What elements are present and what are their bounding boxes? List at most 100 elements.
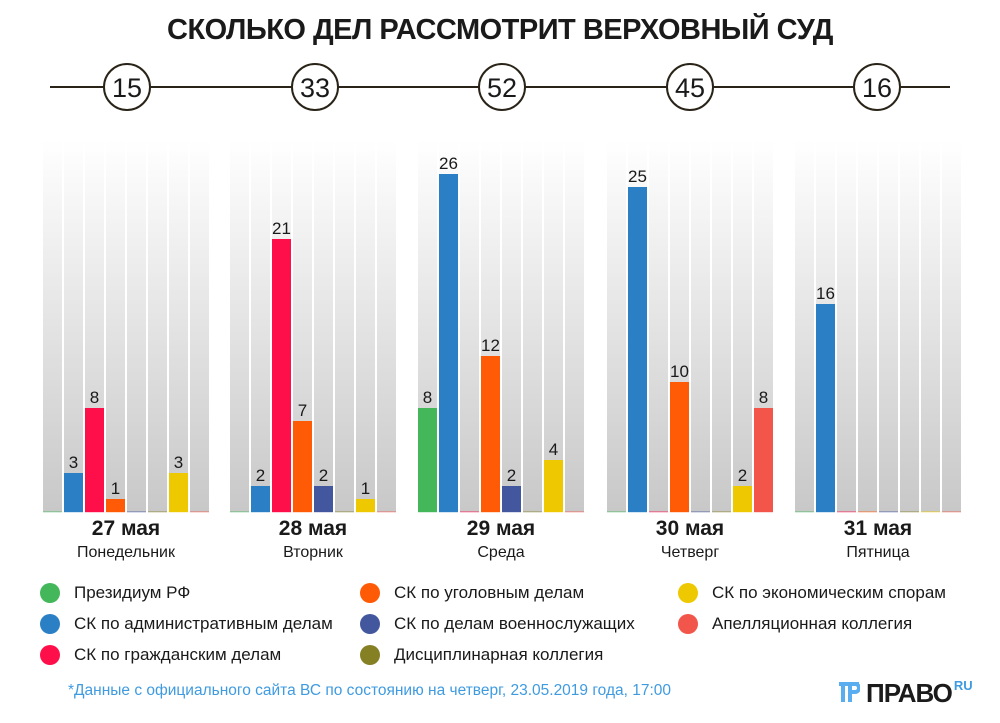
bar xyxy=(439,174,458,512)
day-total-label: 16 xyxy=(862,73,892,103)
legend-label: Апелляционная коллегия xyxy=(712,614,913,633)
bar-baseline xyxy=(148,511,167,513)
day-total-circle xyxy=(103,63,151,111)
bar xyxy=(733,486,752,512)
bar-value-label: 2 xyxy=(738,466,747,485)
legend-swatch-icon xyxy=(40,583,60,603)
legend-label: Дисциплинарная коллегия xyxy=(394,645,604,664)
bar-value-label: 25 xyxy=(628,167,647,186)
logo-icon xyxy=(839,682,860,702)
day-total-circle xyxy=(666,63,714,111)
weekday-label: Понедельник xyxy=(77,544,176,561)
legend-label: СК по гражданским делам xyxy=(74,645,282,664)
weekday-label: Вторник xyxy=(283,544,344,561)
legend-label: Президиум РФ xyxy=(74,583,191,602)
background-column xyxy=(377,140,396,512)
bar-baseline xyxy=(691,511,710,513)
weekday-label: Четверг xyxy=(661,544,719,561)
bar xyxy=(481,356,500,512)
legend-item: СК по уголовным делам xyxy=(360,583,584,603)
day-total-label: 15 xyxy=(112,73,142,103)
bar xyxy=(418,408,437,512)
bar xyxy=(816,304,835,512)
bar-value-label: 21 xyxy=(272,219,291,238)
weekday-label: Пятница xyxy=(846,544,909,561)
logo-suffix: RU xyxy=(953,678,973,693)
bar-value-label: 26 xyxy=(439,154,458,173)
bar-value-label: 2 xyxy=(507,466,516,485)
bar-baseline xyxy=(858,511,877,513)
background-column xyxy=(544,140,563,512)
background-column xyxy=(942,140,961,512)
bar xyxy=(169,473,188,512)
bar-value-label: 8 xyxy=(759,388,768,407)
day-total-label: 45 xyxy=(675,73,705,103)
bar-value-label: 10 xyxy=(670,362,689,381)
legend-swatch-icon xyxy=(360,645,380,665)
legend-label: СК по делам военнослужащих xyxy=(394,614,635,633)
legend-swatch-icon xyxy=(40,645,60,665)
background-column xyxy=(733,140,752,512)
background-column xyxy=(691,140,710,512)
bar xyxy=(628,187,647,512)
background-column xyxy=(335,140,354,512)
legend-item: Апелляционная коллегия xyxy=(678,614,912,634)
weekday-label: Среда xyxy=(477,544,524,561)
bar-baseline xyxy=(335,511,354,513)
date-label: 29 мая xyxy=(467,517,535,540)
bar-value-label: 3 xyxy=(174,453,183,472)
bar-baseline xyxy=(377,511,396,513)
legend-item: СК по гражданским делам xyxy=(40,645,281,665)
footnote: *Данные с официального сайта ВС по состо… xyxy=(68,682,672,699)
legend-swatch-icon xyxy=(40,614,60,634)
background-column xyxy=(460,140,479,512)
bar xyxy=(502,486,521,512)
bar-baseline xyxy=(712,511,731,513)
bar-baseline xyxy=(607,511,626,513)
bar-value-label: 7 xyxy=(298,401,307,420)
background-column xyxy=(565,140,584,512)
bar-baseline xyxy=(127,511,146,513)
bar-value-label: 2 xyxy=(256,466,265,485)
bar-value-label: 8 xyxy=(423,388,432,407)
legend-item: СК по делам военнослужащих xyxy=(360,614,635,634)
day-total-circle xyxy=(291,63,339,111)
chart-title: СКОЛЬКО ДЕЛ РАССМОТРИТ ВЕРХОВНЫЙ СУД xyxy=(167,14,833,46)
bar xyxy=(85,408,104,512)
background-column xyxy=(230,140,249,512)
date-label: 31 мая xyxy=(844,517,912,540)
bar xyxy=(251,486,270,512)
background-column xyxy=(900,140,919,512)
legend-label: СК по уголовным делам xyxy=(394,583,585,602)
background-column xyxy=(607,140,626,512)
legend-item: Дисциплинарная коллегия xyxy=(360,645,603,665)
background-column xyxy=(649,140,668,512)
background-column xyxy=(879,140,898,512)
bar xyxy=(314,486,333,512)
legend-swatch-icon xyxy=(678,614,698,634)
logo-text: ПРАВО xyxy=(866,678,953,708)
bar-baseline xyxy=(921,511,940,513)
bar xyxy=(670,382,689,512)
bar-baseline xyxy=(942,511,961,513)
bar-value-label: 3 xyxy=(69,453,78,472)
legend-item: СК по административным делам xyxy=(40,614,333,634)
bar-baseline xyxy=(837,511,856,513)
day-total-circle xyxy=(478,63,526,111)
background-column xyxy=(127,140,146,512)
bar-baseline xyxy=(879,511,898,513)
bar-baseline xyxy=(565,511,584,513)
bar-baseline xyxy=(649,511,668,513)
bar xyxy=(272,239,291,512)
background-column xyxy=(795,140,814,512)
background-column xyxy=(921,140,940,512)
bar-baseline xyxy=(190,511,209,513)
day-total-label: 52 xyxy=(487,73,517,103)
bar xyxy=(293,421,312,512)
background-column xyxy=(251,140,270,512)
day-total-label: 33 xyxy=(300,73,330,103)
background-column xyxy=(837,140,856,512)
bar xyxy=(544,460,563,512)
bar-baseline xyxy=(230,511,249,513)
